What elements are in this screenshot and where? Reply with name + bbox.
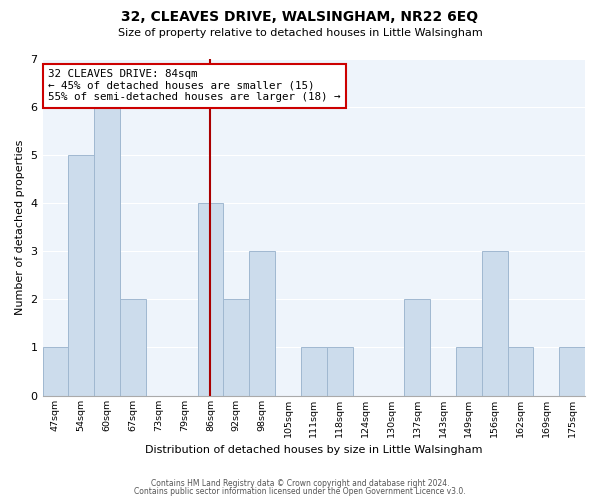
- Bar: [197, 203, 223, 396]
- Bar: [249, 252, 275, 396]
- Text: Contains public sector information licensed under the Open Government Licence v3: Contains public sector information licen…: [134, 487, 466, 496]
- Bar: [508, 348, 533, 396]
- Bar: [456, 348, 482, 396]
- Bar: [68, 155, 94, 396]
- Bar: [404, 300, 430, 396]
- Y-axis label: Number of detached properties: Number of detached properties: [15, 140, 25, 315]
- Bar: [43, 348, 68, 396]
- Text: Size of property relative to detached houses in Little Walsingham: Size of property relative to detached ho…: [118, 28, 482, 38]
- Bar: [559, 348, 585, 396]
- Text: 32 CLEAVES DRIVE: 84sqm
← 45% of detached houses are smaller (15)
55% of semi-de: 32 CLEAVES DRIVE: 84sqm ← 45% of detache…: [48, 69, 340, 102]
- Text: Contains HM Land Registry data © Crown copyright and database right 2024.: Contains HM Land Registry data © Crown c…: [151, 478, 449, 488]
- Text: 32, CLEAVES DRIVE, WALSINGHAM, NR22 6EQ: 32, CLEAVES DRIVE, WALSINGHAM, NR22 6EQ: [121, 10, 479, 24]
- X-axis label: Distribution of detached houses by size in Little Walsingham: Distribution of detached houses by size …: [145, 445, 482, 455]
- Bar: [301, 348, 326, 396]
- Bar: [482, 252, 508, 396]
- Bar: [94, 107, 120, 396]
- Bar: [223, 300, 249, 396]
- Bar: [326, 348, 353, 396]
- Bar: [120, 300, 146, 396]
